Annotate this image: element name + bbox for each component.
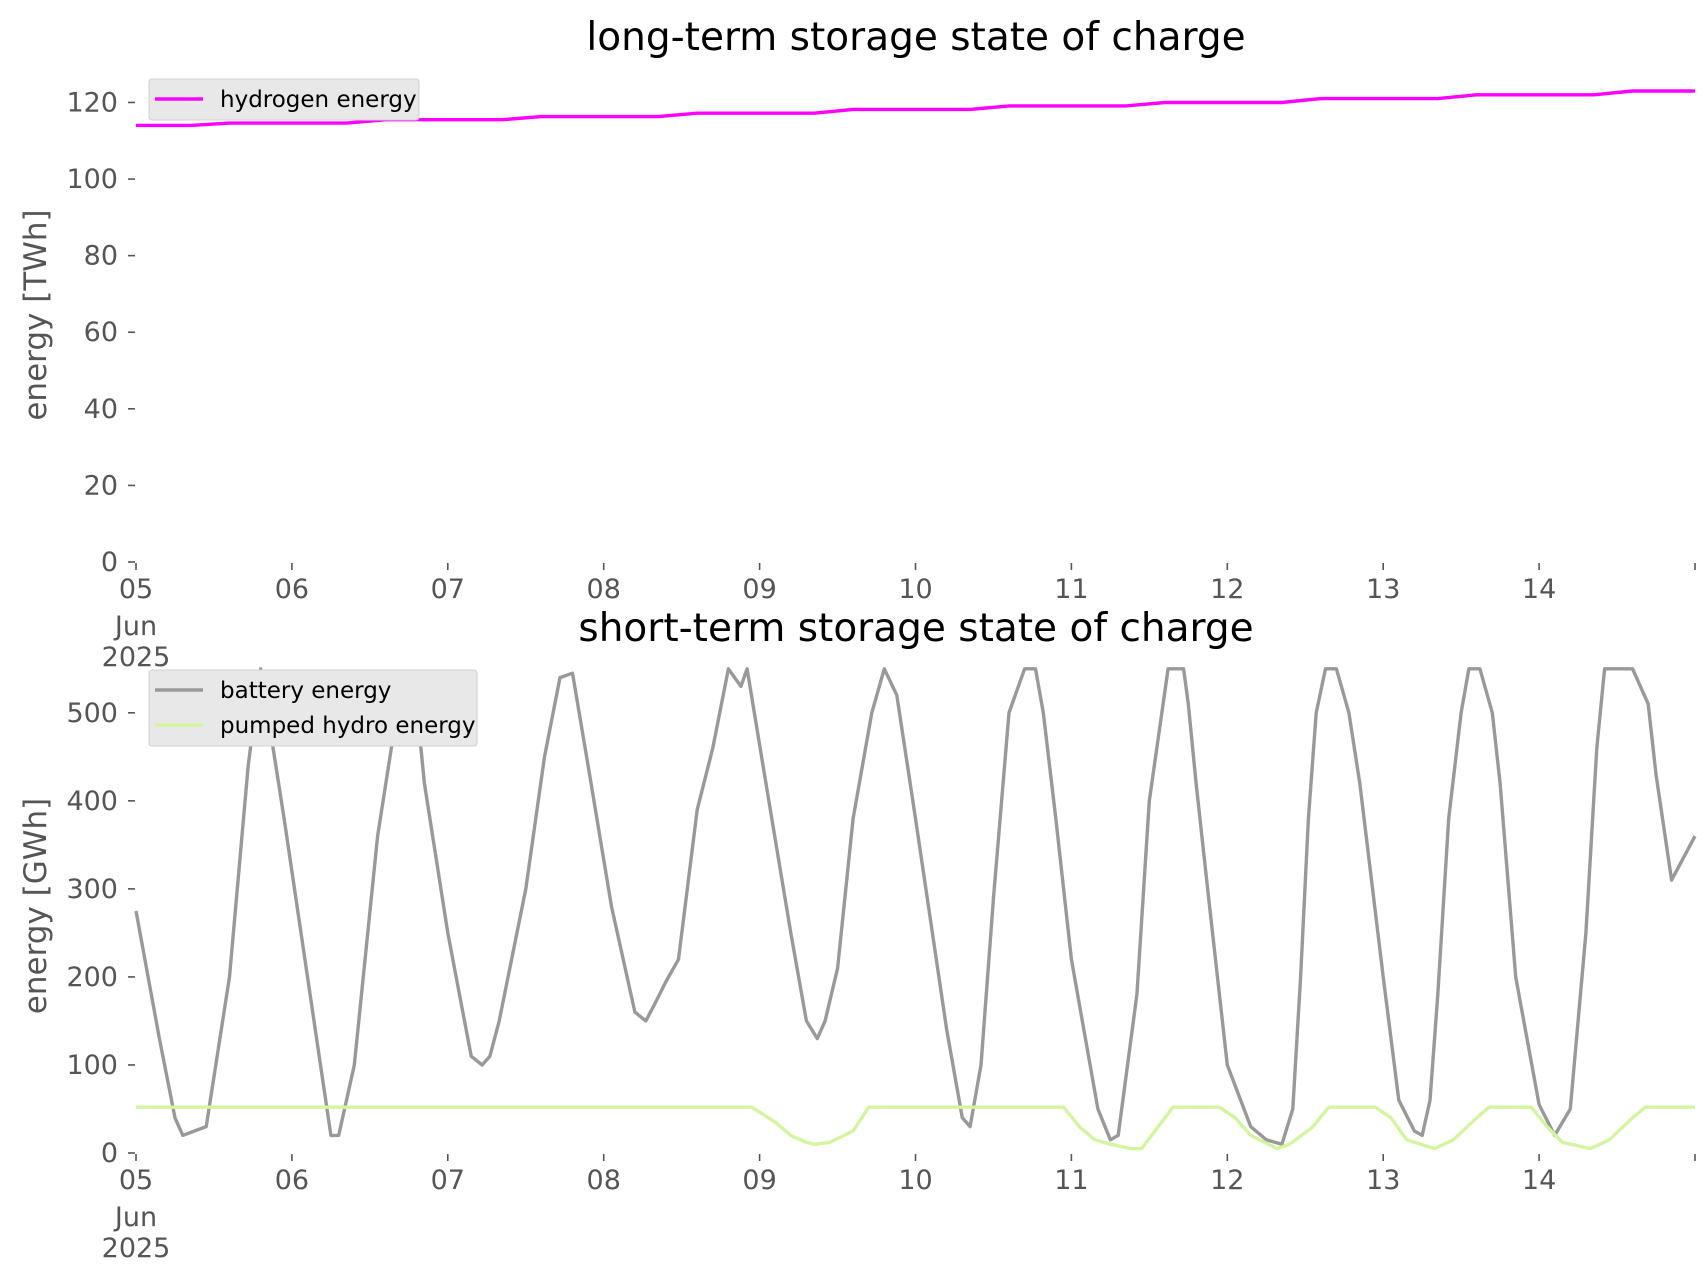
- y-tick-label: 500: [66, 698, 118, 729]
- x-tick-label: 10: [898, 1165, 932, 1196]
- y-tick-label: 100: [66, 164, 118, 195]
- x-tick-label: 09: [742, 574, 776, 605]
- x-tick-label: 07: [431, 1165, 465, 1196]
- y-tick-label: 60: [84, 317, 118, 348]
- y-tick-label: 300: [66, 874, 118, 905]
- x-tick-label: 06: [275, 574, 309, 605]
- x-tick-sublabel: 2025: [102, 1233, 171, 1264]
- series-line-0: [136, 89, 1695, 128]
- y-tick-label: 80: [84, 241, 118, 272]
- legend-label: pumped hydro energy: [220, 713, 476, 739]
- series-lines: [136, 89, 1695, 128]
- x-tick-label: 08: [587, 1165, 621, 1196]
- y-tick-label: 120: [66, 87, 118, 118]
- legend-label: hydrogen energy: [220, 87, 417, 113]
- x-tick-label: 06: [275, 1165, 309, 1196]
- long-term-chart: long-term storage state of charge energy…: [18, 15, 1696, 673]
- x-tick-label: 12: [1210, 574, 1244, 605]
- x-tick-label: 11: [1054, 1165, 1088, 1196]
- x-tick-sublabel: Jun: [113, 611, 157, 642]
- x-tick-label: 12: [1210, 1165, 1244, 1196]
- y-tick-label: 200: [66, 962, 118, 993]
- y-tick-label: 0: [101, 547, 118, 578]
- y-tick-label: 400: [66, 786, 118, 817]
- legend-box: [148, 669, 478, 747]
- x-tick-label: 07: [431, 574, 465, 605]
- legend: battery energy pumped hydro energy: [148, 669, 478, 747]
- chart-title: short-term storage state of charge: [578, 606, 1253, 651]
- x-tick-label: 11: [1054, 574, 1088, 605]
- x-tick-label: 14: [1522, 1165, 1556, 1196]
- legend-box: [148, 78, 420, 121]
- x-tick-label: 09: [742, 1165, 776, 1196]
- x-tick-label: 10: [898, 574, 932, 605]
- x-tick-label: 05: [119, 574, 153, 605]
- short-term-chart: short-term storage state of charge energ…: [18, 606, 1697, 1264]
- x-tick-label: 14: [1522, 574, 1556, 605]
- y-tick-label: 40: [84, 394, 118, 425]
- series-line-0: [134, 667, 1697, 1146]
- y-axis-label: energy [GWh]: [18, 798, 54, 1014]
- x-tick-label: 08: [587, 574, 621, 605]
- y-tick-label: 100: [66, 1050, 118, 1081]
- x-tick-sublabel: Jun: [113, 1202, 157, 1233]
- chart-title: long-term storage state of charge: [586, 15, 1245, 60]
- x-tick-label: 13: [1366, 1165, 1400, 1196]
- legend: hydrogen energy: [148, 78, 420, 121]
- series-lines: [134, 667, 1697, 1151]
- x-tick-sublabel: 2025: [102, 642, 171, 673]
- y-tick-label: 20: [84, 470, 118, 501]
- y-tick-label: 0: [101, 1138, 118, 1169]
- series-line-1: [136, 1105, 1695, 1151]
- y-axis-label: energy [TWh]: [18, 209, 54, 420]
- legend-label: battery energy: [220, 678, 391, 704]
- x-tick-label: 13: [1366, 574, 1400, 605]
- x-tick-label: 05: [119, 1165, 153, 1196]
